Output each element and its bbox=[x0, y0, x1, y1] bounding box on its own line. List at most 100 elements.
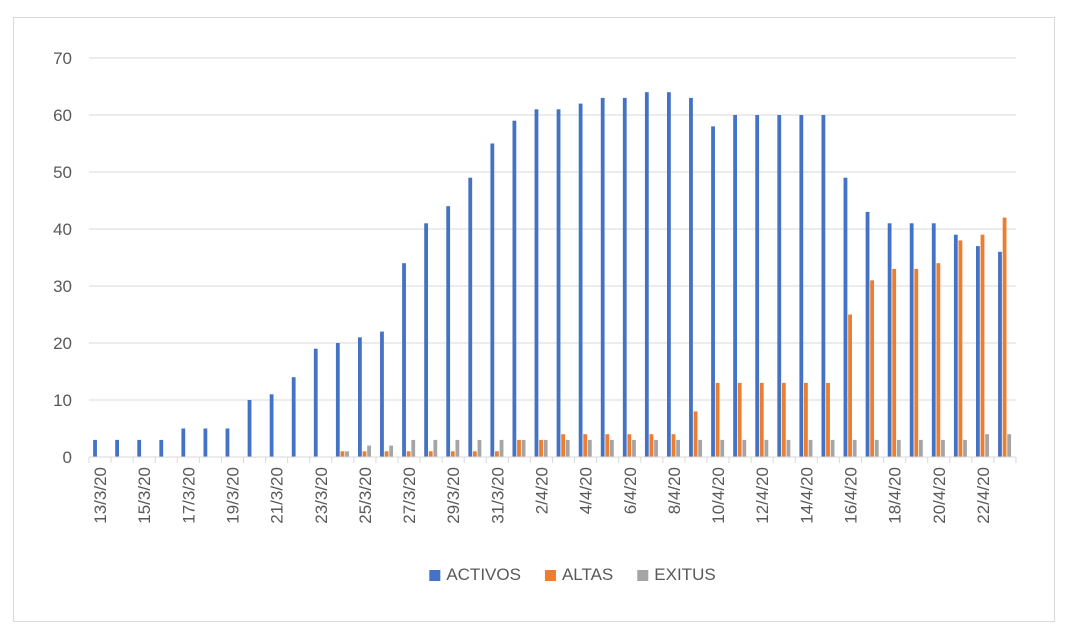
bar-altas-20-4-20 bbox=[936, 263, 941, 457]
bar-activos-26-3-20 bbox=[380, 331, 384, 457]
y-tick-label: 40 bbox=[53, 220, 72, 239]
x-tick-label: 6/4/20 bbox=[621, 467, 640, 514]
bar-activos-20-4-20 bbox=[931, 223, 936, 457]
bar-exitus-9-4-20 bbox=[698, 439, 703, 457]
bar-activos-23-3-20 bbox=[313, 348, 318, 457]
bar-activos-8-4-20 bbox=[666, 92, 671, 457]
bar-exitus-4-4-20 bbox=[587, 439, 592, 457]
bar-altas-7-4-20 bbox=[649, 434, 654, 457]
x-tick-label: 19/3/20 bbox=[223, 467, 242, 524]
bar-activos-24-3-20 bbox=[335, 343, 340, 457]
bar-activos-10-4-20 bbox=[711, 126, 715, 458]
y-tick-label: 20 bbox=[53, 334, 72, 353]
y-tick-label: 60 bbox=[53, 106, 72, 125]
bar-activos-14-4-20 bbox=[799, 115, 804, 457]
bar-altas-23-4-20 bbox=[1002, 217, 1007, 457]
bar-activos-28-3-20 bbox=[424, 223, 429, 457]
bar-altas-25-3-20 bbox=[362, 451, 367, 457]
bar-activos-15-3-20 bbox=[137, 439, 142, 457]
bar-activos-1-4-20 bbox=[512, 120, 517, 457]
bar-exitus-13-4-20 bbox=[786, 439, 791, 457]
bar-activos-30-3-20 bbox=[468, 177, 473, 457]
bar-activos-15-4-20 bbox=[821, 115, 826, 457]
chart-frame bbox=[13, 17, 1055, 622]
bar-activos-18-4-20 bbox=[887, 223, 892, 457]
bar-exitus-3-4-20 bbox=[565, 439, 570, 457]
x-tick-label: 8/4/20 bbox=[665, 467, 684, 514]
bar-exitus-16-4-20 bbox=[852, 439, 857, 457]
bar-exitus-30-3-20 bbox=[477, 439, 482, 457]
y-tick-label: 0 bbox=[63, 448, 72, 467]
bar-altas-17-4-20 bbox=[870, 280, 875, 457]
bar-exitus-21-4-20 bbox=[963, 439, 967, 457]
y-tick-label: 70 bbox=[53, 49, 72, 68]
bar-exitus-23-4-20 bbox=[1007, 434, 1012, 457]
bar-activos-25-3-20 bbox=[357, 337, 362, 457]
bar-exitus-22-4-20 bbox=[985, 434, 989, 457]
bar-altas-3-4-20 bbox=[561, 434, 566, 457]
x-tick-label: 22/4/20 bbox=[974, 467, 993, 524]
bar-exitus-18-4-20 bbox=[896, 439, 901, 457]
x-tick-label: 18/4/20 bbox=[886, 467, 905, 524]
bar-activos-23-4-20 bbox=[998, 251, 1002, 457]
bar-activos-16-4-20 bbox=[843, 177, 848, 457]
x-tick-label: 10/4/20 bbox=[709, 467, 728, 524]
x-tick-label: 2/4/20 bbox=[532, 467, 551, 514]
x-tick-label: 23/3/20 bbox=[312, 467, 331, 524]
bar-exitus-7-4-20 bbox=[654, 439, 658, 457]
bar-activos-4-4-20 bbox=[578, 103, 583, 457]
bar-activos-12-4-20 bbox=[755, 115, 760, 457]
bar-activos-21-3-20 bbox=[269, 394, 274, 457]
bar-altas-16-4-20 bbox=[848, 314, 852, 457]
bar-exitus-15-4-20 bbox=[830, 439, 835, 457]
x-tick-label: 13/3/20 bbox=[91, 467, 110, 524]
bar-altas-29-3-20 bbox=[450, 451, 455, 457]
bar-altas-14-4-20 bbox=[804, 382, 808, 457]
bar-activos-21-4-20 bbox=[953, 234, 958, 457]
x-tick-label: 25/3/20 bbox=[356, 467, 375, 524]
bar-exitus-6-4-20 bbox=[632, 439, 636, 457]
legend-label-exitus: EXITUS bbox=[654, 565, 715, 584]
bars bbox=[93, 92, 1012, 458]
x-tick-label: 21/3/20 bbox=[268, 467, 287, 524]
bar-exitus-12-4-20 bbox=[764, 439, 769, 457]
x-tick-label: 16/4/20 bbox=[841, 467, 860, 524]
bar-altas-13-4-20 bbox=[781, 382, 786, 457]
bar-altas-15-4-20 bbox=[826, 382, 830, 457]
bar-altas-21-4-20 bbox=[958, 240, 963, 457]
x-tick-label: 4/4/20 bbox=[577, 467, 596, 514]
bar-activos-7-4-20 bbox=[644, 92, 649, 457]
legend-swatch-altas bbox=[544, 570, 556, 581]
bar-altas-31-3-20 bbox=[495, 451, 499, 457]
x-tick-label: 27/3/20 bbox=[400, 467, 419, 524]
bar-activos-31-3-20 bbox=[490, 143, 495, 457]
y-tick-label: 50 bbox=[53, 163, 72, 182]
bar-activos-27-3-20 bbox=[402, 263, 406, 457]
x-tick-label: 31/3/20 bbox=[488, 467, 507, 524]
legend: ACTIVOS ALTAS EXITUS bbox=[429, 565, 716, 584]
y-axis-tick-labels: 0 10 20 30 40 50 60 70 bbox=[53, 49, 72, 467]
y-tick-label: 10 bbox=[53, 391, 72, 410]
x-axis-tick-labels: 13/3/20 15/3/20 17/3/20 19/3/20 21/3/20 23/3/… bbox=[91, 467, 993, 524]
bar-exitus-31-3-20 bbox=[499, 439, 504, 457]
bar-activos-29-3-20 bbox=[446, 206, 451, 457]
bar-exitus-24-3-20 bbox=[345, 451, 349, 457]
bar-activos-17-3-20 bbox=[181, 428, 186, 457]
bar-exitus-19-4-20 bbox=[918, 439, 923, 457]
x-tick-label: 20/4/20 bbox=[930, 467, 949, 524]
legend-label-activos: ACTIVOS bbox=[446, 565, 521, 584]
bar-activos-13-3-20 bbox=[93, 439, 97, 457]
bar-altas-28-3-20 bbox=[428, 451, 433, 457]
bar-altas-22-4-20 bbox=[980, 234, 985, 457]
bar-activos-5-4-20 bbox=[600, 97, 605, 458]
bar-activos-13-4-20 bbox=[777, 115, 782, 457]
bar-exitus-20-4-20 bbox=[941, 439, 945, 457]
bar-activos-19-3-20 bbox=[225, 428, 230, 457]
bar-activos-3-4-20 bbox=[556, 109, 561, 458]
bar-activos-20-3-20 bbox=[247, 400, 252, 457]
bar-altas-1-4-20 bbox=[517, 439, 521, 457]
bar-activos-16-3-20 bbox=[159, 439, 164, 457]
legend-swatch-exitus bbox=[637, 570, 649, 581]
x-tick-label: 12/4/20 bbox=[753, 467, 772, 524]
